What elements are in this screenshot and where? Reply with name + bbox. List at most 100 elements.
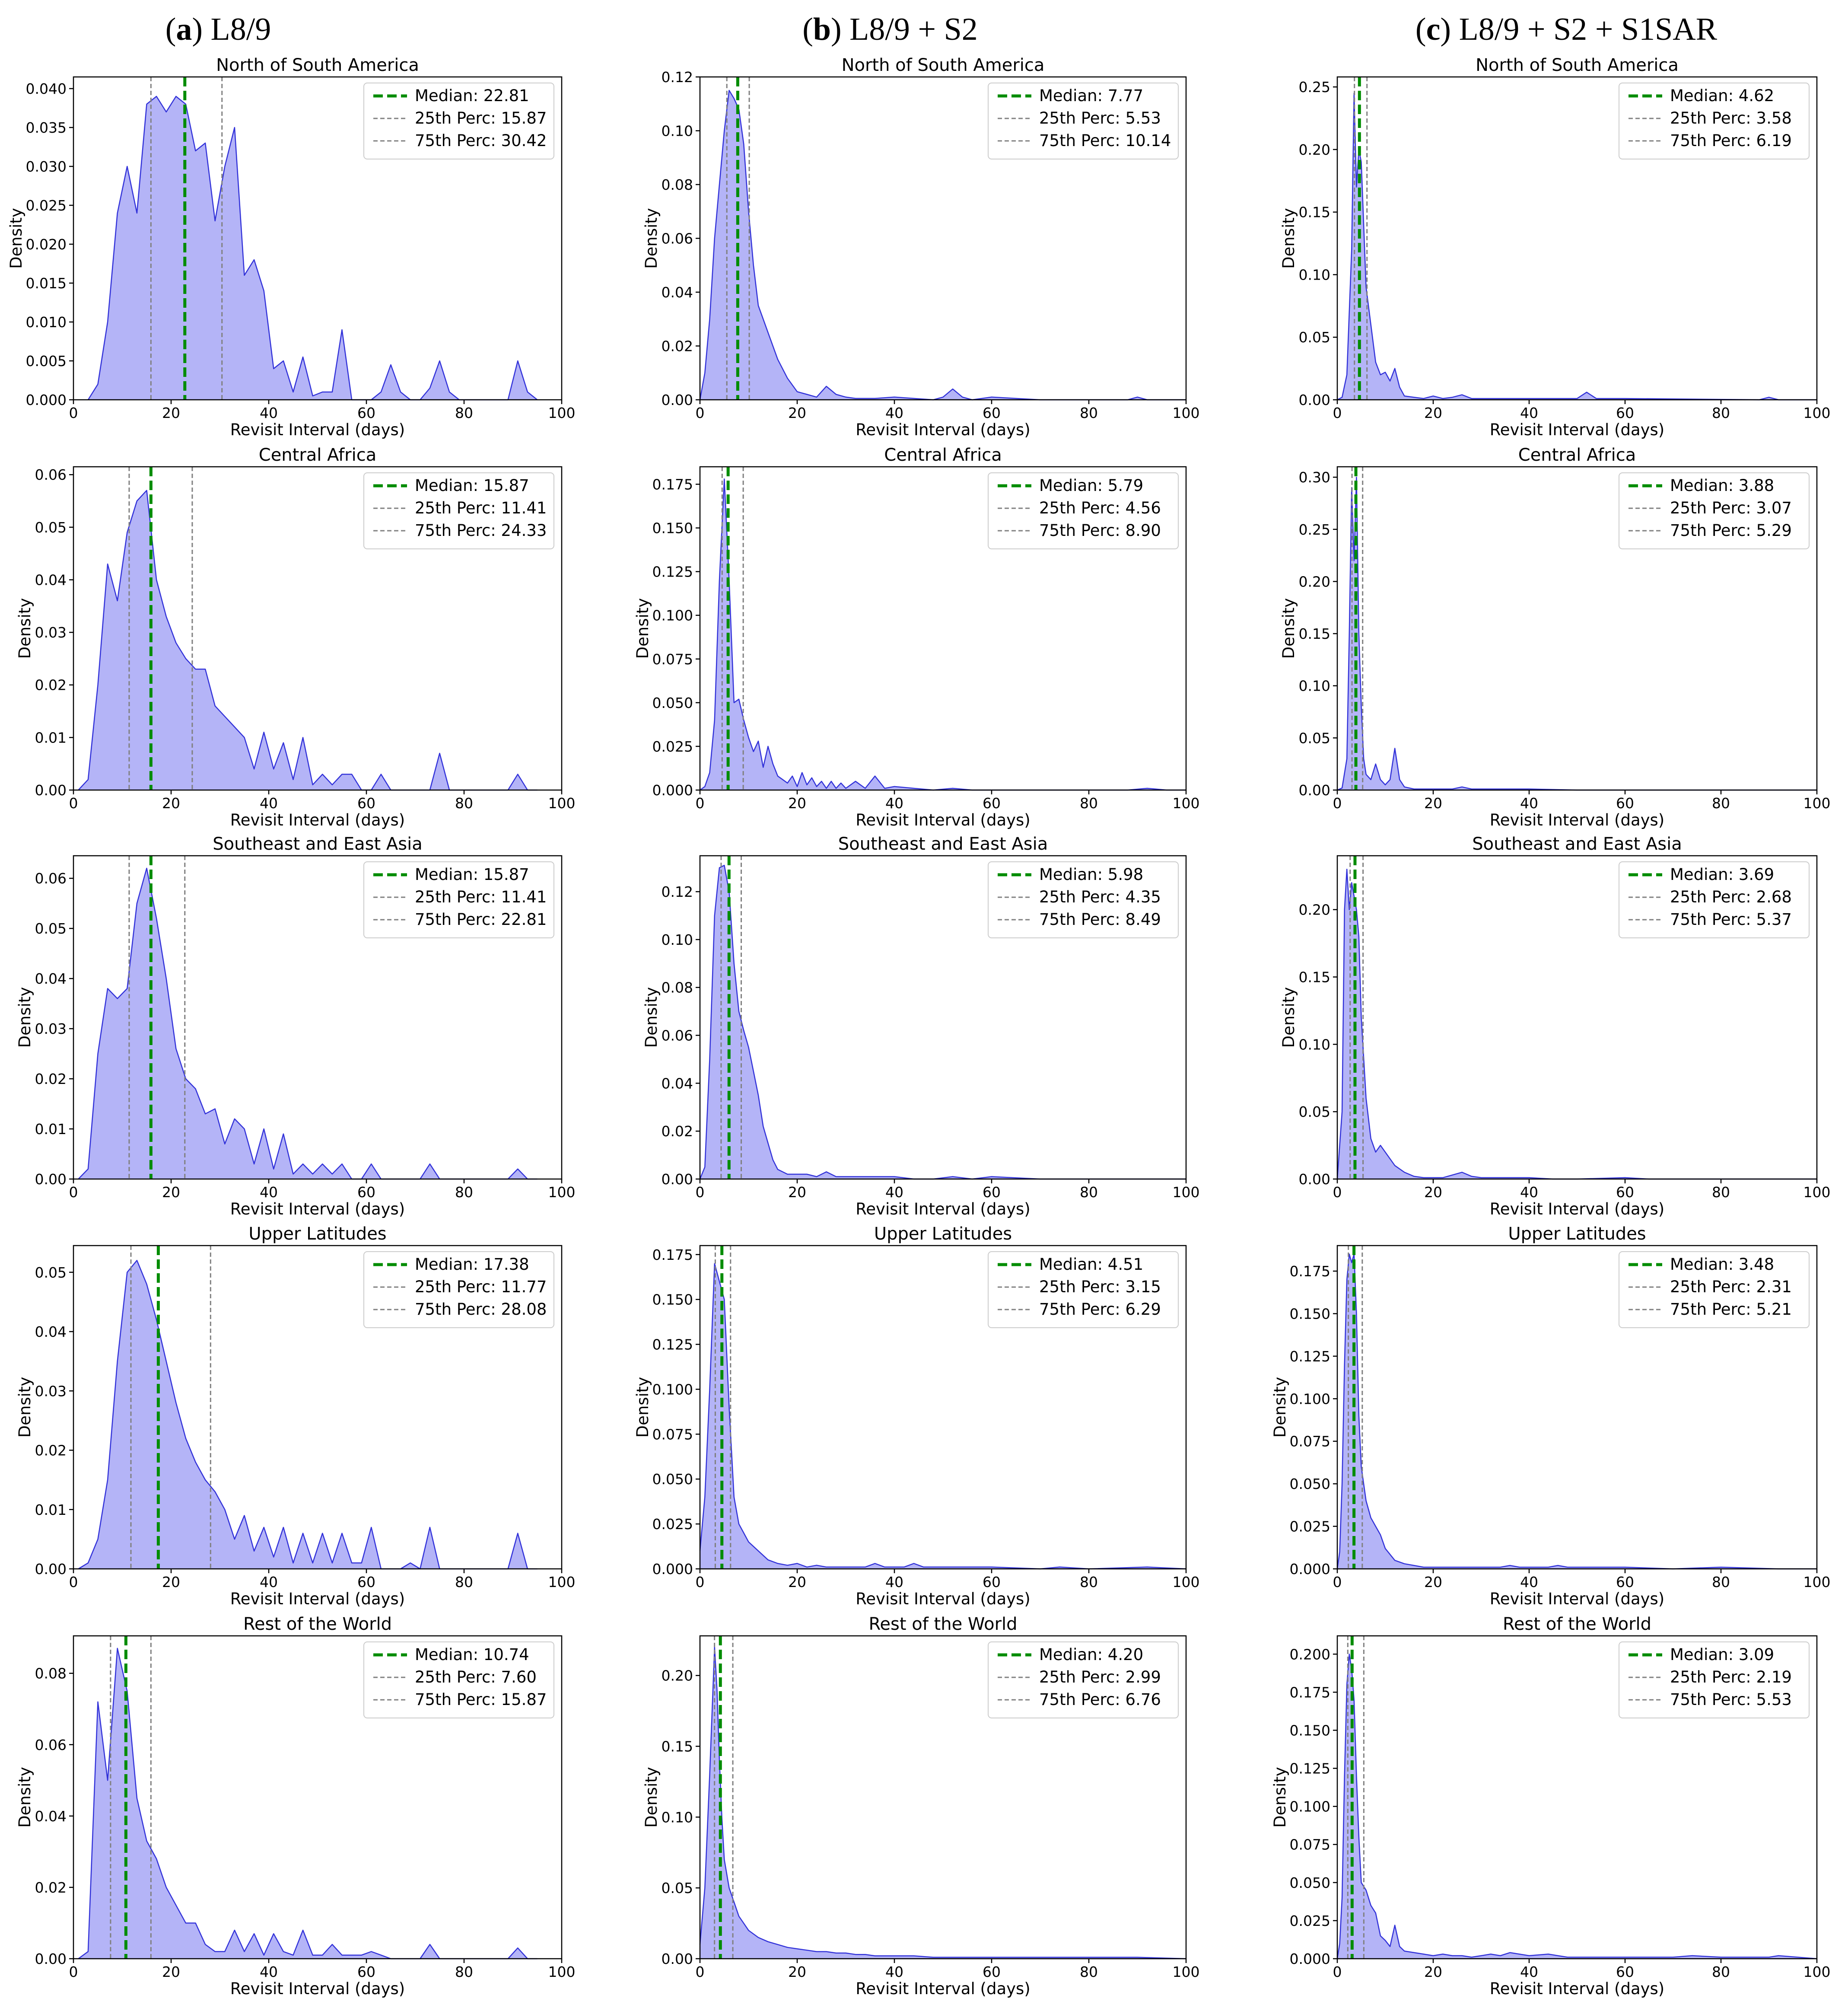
legend-box: [1619, 1251, 1810, 1328]
y-axis-label: Density: [1279, 208, 1298, 269]
y-tick-label: 0.000: [652, 1561, 693, 1578]
legend: Median: 7.77 25th Perc: 5.53 75th Perc: 10…: [988, 83, 1179, 159]
legend-entry: Median: 15.87: [415, 865, 529, 884]
legend-box: [1619, 83, 1810, 159]
x-tick-label: 0: [1333, 1574, 1342, 1590]
x-tick-label: 40: [885, 795, 903, 812]
y-tick-label: 0.025: [1290, 1912, 1330, 1929]
legend: Median: 3.48 25th Perc: 2.31 75th Perc: 5.…: [1619, 1251, 1810, 1328]
x-tick-label: 20: [788, 405, 806, 421]
legend-entry: 75th Perc: 8.90: [1039, 521, 1161, 540]
chart-panel: Southeast and East Asia 0 20 40 60 80 100 0.00 0…: [16, 834, 576, 1218]
x-tick-label: 80: [1080, 1574, 1098, 1590]
x-tick-label: 40: [260, 795, 278, 812]
y-axis-label: Density: [1271, 1767, 1289, 1828]
y-axis-label: Density: [16, 1767, 34, 1828]
legend: Median: 10.74 25th Perc: 7.60 75th Perc: 1…: [363, 1641, 554, 1718]
x-tick-label: 100: [1173, 795, 1200, 812]
y-tick-label: 0.04: [35, 1323, 67, 1340]
plot-frame: [73, 76, 563, 401]
x-tick-label: 40: [885, 405, 903, 421]
y-tick-label: 0.025: [652, 738, 693, 755]
legend-entry: Median: 4.62: [1670, 86, 1774, 105]
x-axis-label: Revisit Interval (days): [230, 1979, 405, 1998]
x-tick-label: 80: [455, 405, 473, 421]
legend-box: [1619, 861, 1810, 938]
x-tick-label: 0: [69, 1184, 78, 1201]
x-tick-label: 100: [1803, 405, 1831, 421]
plot-frame: [73, 1635, 563, 1960]
column-title-c: (c) L8/9 + S2 + S1SAR: [1415, 12, 1718, 47]
y-tick-label: 0.000: [1290, 1950, 1330, 1967]
x-tick-label: 60: [357, 795, 375, 812]
y-tick-label: 0.02: [35, 1442, 67, 1459]
y-tick-label: 0.100: [1290, 1390, 1330, 1407]
legend-box: [1619, 472, 1810, 549]
x-tick-label: 60: [1616, 405, 1634, 421]
x-tick-label: 100: [1173, 1184, 1200, 1201]
y-axis-label: Density: [7, 208, 25, 269]
y-tick-label: 0.08: [662, 176, 693, 193]
y-tick-label: 0.04: [35, 970, 67, 987]
chart-panel: North of South America 0 20 40 60 80 100 0.000 0…: [7, 55, 576, 439]
x-tick-label: 100: [1803, 1184, 1831, 1201]
chart-panel: Southeast and East Asia 0 20 40 60 80 100 0.00 0…: [1279, 834, 1831, 1218]
y-tick-label: 0.00: [35, 1171, 67, 1188]
y-tick-label: 0.175: [652, 1246, 693, 1263]
x-tick-label: 60: [983, 795, 1001, 812]
x-tick-label: 40: [260, 405, 278, 421]
y-tick-label: 0.05: [1299, 329, 1330, 346]
y-tick-label: 0.100: [652, 1381, 693, 1398]
y-tick-label: 0.10: [662, 931, 693, 948]
x-tick-label: 60: [1616, 1574, 1634, 1590]
y-tick-label: 0.02: [35, 1879, 67, 1896]
legend-entry: 25th Perc: 7.60: [415, 1668, 537, 1686]
density-line: [699, 1263, 1186, 1570]
legend-entry: 75th Perc: 5.53: [1670, 1690, 1792, 1709]
density-area: [78, 868, 538, 1179]
y-axis-label: Density: [642, 987, 661, 1048]
y-tick-label: 0.000: [652, 782, 693, 799]
y-tick-label: 0.050: [652, 695, 693, 711]
y-tick-label: 0.20: [662, 1667, 693, 1684]
plot-frame: [1336, 1245, 1818, 1570]
density-area: [78, 490, 538, 790]
density-area: [700, 865, 1186, 1179]
density-area: [700, 479, 1186, 790]
panel-title: Southeast and East Asia: [1472, 834, 1682, 854]
x-tick-label: 100: [1803, 1963, 1831, 1980]
x-tick-label: 0: [696, 1574, 705, 1590]
y-tick-label: 0.125: [1290, 1348, 1330, 1365]
x-tick-label: 60: [983, 1184, 1001, 1201]
y-tick-label: 0.10: [662, 123, 693, 140]
legend-entry: 25th Perc: 11.41: [415, 499, 547, 517]
panel-title: Rest of the World: [868, 1614, 1017, 1634]
y-tick-label: 0.035: [26, 119, 67, 136]
x-tick-label: 20: [162, 1574, 180, 1590]
y-tick-label: 0.15: [1299, 204, 1330, 221]
chart-panel: Rest of the World 0 20 40 60 80 100 0.00 0.05 0.1…: [642, 1614, 1200, 1998]
legend-entry: Median: 10.74: [415, 1645, 529, 1664]
chart-panel: Upper Latitudes 0 20 40 60 80 100 0.000 0.025 0.0…: [633, 1224, 1200, 1608]
x-tick-label: 40: [885, 1574, 903, 1590]
panel-title: Southeast and East Asia: [213, 834, 422, 854]
plot-frame: [73, 466, 563, 791]
legend-entry: 25th Perc: 2.19: [1670, 1668, 1792, 1686]
panel-title: Upper Latitudes: [248, 1224, 386, 1244]
y-tick-label: 0.150: [652, 1291, 693, 1308]
y-tick-label: 0.03: [35, 1020, 67, 1037]
x-axis-label: Revisit Interval (days): [1490, 1979, 1664, 1998]
y-tick-label: 0.100: [652, 607, 693, 624]
y-axis-label: Density: [642, 208, 661, 269]
x-tick-label: 100: [1173, 1574, 1200, 1590]
density-line: [1337, 92, 1817, 401]
x-axis-label: Revisit Interval (days): [230, 421, 405, 439]
legend-entry: 75th Perc: 5.29: [1670, 521, 1792, 540]
panel-title: Central Africa: [259, 445, 376, 465]
legend: Median: 5.98 25th Perc: 4.35 75th Perc: 8.…: [988, 861, 1179, 938]
x-tick-label: 40: [1520, 1574, 1538, 1590]
y-tick-label: 0.01: [35, 729, 67, 746]
legend-box: [363, 83, 554, 159]
x-axis-label: Revisit Interval (days): [856, 1979, 1030, 1998]
